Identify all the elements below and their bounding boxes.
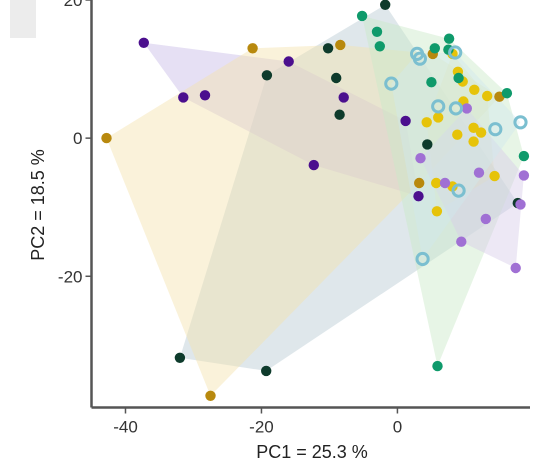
y-tick-label: 20 bbox=[64, 0, 83, 10]
data-points bbox=[101, 0, 530, 401]
data-point bbox=[178, 92, 189, 103]
data-point bbox=[414, 177, 425, 189]
data-point bbox=[380, 0, 391, 10]
data-point bbox=[431, 206, 443, 217]
data-point bbox=[482, 90, 493, 102]
y-tick-label: 0 bbox=[73, 129, 82, 148]
data-point bbox=[518, 170, 530, 181]
data-point bbox=[448, 101, 463, 116]
data-point bbox=[247, 43, 258, 54]
data-point bbox=[473, 167, 485, 178]
x-tick-label: -40 bbox=[113, 418, 138, 437]
data-point bbox=[480, 213, 491, 225]
data-point bbox=[433, 112, 444, 123]
data-point bbox=[415, 153, 426, 164]
data-point bbox=[413, 191, 424, 202]
data-point bbox=[431, 177, 442, 189]
data-point bbox=[448, 45, 463, 60]
data-point bbox=[400, 115, 411, 127]
data-point bbox=[432, 360, 443, 372]
group-hull-4 bbox=[362, 15, 524, 367]
data-point bbox=[461, 103, 472, 114]
data-point bbox=[205, 390, 216, 401]
data-point bbox=[431, 99, 446, 114]
data-point bbox=[439, 177, 451, 189]
data-point bbox=[371, 26, 383, 37]
data-point bbox=[456, 236, 467, 247]
data-point bbox=[518, 150, 530, 162]
data-point bbox=[429, 43, 440, 54]
data-point bbox=[374, 41, 385, 52]
data-point bbox=[308, 159, 319, 171]
data-point bbox=[452, 129, 463, 140]
x-tick-label: 0 bbox=[393, 418, 402, 437]
data-point bbox=[469, 84, 480, 96]
x-tick-label: -20 bbox=[249, 418, 274, 437]
group-hulls bbox=[106, 4, 524, 396]
data-point bbox=[335, 39, 346, 51]
y-axis-title: PC2 = 18.5 % bbox=[28, 149, 48, 261]
data-point bbox=[199, 90, 211, 101]
data-point bbox=[261, 365, 272, 377]
data-point bbox=[283, 56, 294, 67]
data-point bbox=[443, 33, 455, 44]
data-point bbox=[334, 109, 345, 120]
data-point bbox=[338, 92, 349, 103]
group-hull-0 bbox=[179, 4, 518, 371]
data-point bbox=[453, 72, 464, 84]
data-point bbox=[331, 72, 342, 84]
data-point bbox=[174, 352, 186, 363]
data-point bbox=[451, 183, 466, 198]
data-point bbox=[510, 262, 521, 274]
y-ticks: 20 0 -20 bbox=[58, 0, 92, 286]
data-point bbox=[488, 122, 503, 137]
data-point bbox=[356, 10, 368, 22]
data-point bbox=[475, 127, 487, 138]
data-point bbox=[101, 132, 112, 144]
data-point bbox=[468, 136, 479, 147]
data-point bbox=[322, 43, 334, 54]
group-hull-6 bbox=[391, 52, 521, 259]
data-point bbox=[415, 251, 430, 267]
group-hull-5 bbox=[420, 108, 524, 269]
data-point bbox=[384, 76, 399, 91]
x-ticks: -40 -20 0 bbox=[113, 407, 402, 437]
data-point bbox=[422, 139, 433, 150]
data-point bbox=[412, 51, 427, 66]
data-point bbox=[468, 122, 479, 133]
data-point bbox=[426, 77, 437, 88]
data-point bbox=[138, 37, 149, 48]
y-tick-label: -20 bbox=[58, 267, 83, 286]
data-point bbox=[489, 170, 500, 182]
data-point bbox=[501, 88, 513, 99]
data-point bbox=[513, 115, 528, 130]
group-hull-1 bbox=[143, 42, 419, 197]
x-axis-title: PC1 = 25.3 % bbox=[256, 442, 368, 462]
data-point bbox=[261, 70, 273, 81]
data-point bbox=[421, 117, 432, 128]
data-point bbox=[515, 199, 526, 210]
corner-box bbox=[10, 0, 36, 38]
group-hull-2 bbox=[106, 44, 500, 396]
